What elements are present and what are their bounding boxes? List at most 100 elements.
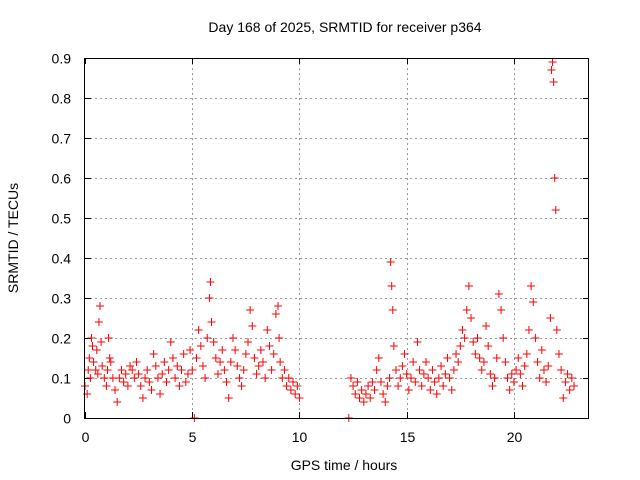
data-point xyxy=(209,338,218,346)
data-point xyxy=(162,378,171,386)
data-point xyxy=(173,362,182,370)
data-point xyxy=(415,366,424,374)
data-point xyxy=(561,378,570,386)
data-point xyxy=(351,390,360,398)
data-point xyxy=(291,390,300,398)
data-point xyxy=(454,358,463,366)
data-point xyxy=(239,366,248,374)
data-point xyxy=(261,374,270,382)
data-point xyxy=(460,334,469,342)
data-point xyxy=(557,366,566,374)
data-point xyxy=(284,374,293,382)
data-point xyxy=(192,354,201,362)
data-point xyxy=(201,374,210,382)
data-point xyxy=(372,366,381,374)
data-point xyxy=(102,382,111,390)
data-point xyxy=(231,346,240,354)
data-point xyxy=(103,366,112,374)
data-point xyxy=(529,298,538,306)
data-point xyxy=(452,350,461,358)
data-point xyxy=(379,390,388,398)
data-point xyxy=(551,206,560,214)
data-point xyxy=(143,366,152,374)
data-point xyxy=(177,366,186,374)
data-point xyxy=(205,294,214,302)
data-point xyxy=(462,306,471,314)
data-point xyxy=(565,386,574,394)
data-points xyxy=(81,58,578,422)
data-point xyxy=(179,350,188,358)
y-tick-label: 0.3 xyxy=(52,291,72,307)
data-point xyxy=(406,374,415,382)
data-point xyxy=(92,346,101,354)
data-point xyxy=(370,386,379,394)
y-tick-label: 0.7 xyxy=(52,131,72,147)
data-point xyxy=(567,374,576,382)
data-point xyxy=(389,342,398,350)
data-point xyxy=(349,382,358,390)
data-point xyxy=(256,346,265,354)
data-point xyxy=(359,398,368,406)
data-point xyxy=(499,334,508,342)
y-tick-label: 0.6 xyxy=(52,171,72,187)
data-point xyxy=(422,358,431,366)
data-point xyxy=(355,394,364,402)
x-tick-label: 15 xyxy=(400,429,416,445)
data-point xyxy=(130,374,139,382)
data-point xyxy=(181,378,190,386)
data-point xyxy=(91,366,100,374)
data-point xyxy=(271,310,280,318)
data-point xyxy=(424,374,433,382)
data-point xyxy=(383,382,392,390)
data-point xyxy=(235,374,244,382)
data-point xyxy=(226,358,235,366)
data-point xyxy=(388,306,397,314)
data-point xyxy=(381,398,390,406)
data-point xyxy=(267,366,276,374)
data-point xyxy=(437,362,446,370)
data-point xyxy=(509,378,518,386)
data-point xyxy=(409,358,418,366)
data-point xyxy=(213,370,222,378)
data-point xyxy=(531,334,540,342)
x-tick-label: 10 xyxy=(292,429,308,445)
data-point xyxy=(96,302,105,310)
data-point xyxy=(138,394,147,402)
data-point xyxy=(166,338,175,346)
data-point xyxy=(126,362,135,370)
x-tick-label: 20 xyxy=(507,429,523,445)
data-point xyxy=(501,358,510,366)
data-point xyxy=(243,338,252,346)
data-point xyxy=(119,378,128,386)
data-point xyxy=(145,378,154,386)
data-point xyxy=(250,354,259,362)
data-point xyxy=(353,378,362,386)
data-point xyxy=(275,334,284,342)
data-point xyxy=(106,358,115,366)
data-point xyxy=(387,282,396,290)
data-point xyxy=(469,338,478,346)
data-point xyxy=(280,366,289,374)
data-point xyxy=(443,354,452,362)
data-point xyxy=(141,374,150,382)
data-point xyxy=(492,354,501,362)
data-point xyxy=(559,394,568,402)
data-point xyxy=(449,366,458,374)
data-point xyxy=(548,58,557,66)
data-point xyxy=(123,382,132,390)
x-ticks: 0 5 10 15 20 xyxy=(82,58,523,445)
data-point xyxy=(276,358,285,366)
data-point xyxy=(434,374,443,382)
data-point xyxy=(386,258,395,266)
data-point xyxy=(158,370,167,378)
data-point xyxy=(475,354,484,362)
data-point xyxy=(396,374,405,382)
data-point xyxy=(156,390,165,398)
data-point xyxy=(447,386,456,394)
data-point xyxy=(188,366,197,374)
y-tick-label: 0.9 xyxy=(52,51,72,67)
data-point xyxy=(419,370,428,378)
data-point xyxy=(456,342,465,350)
data-point xyxy=(547,66,556,74)
data-point xyxy=(97,338,106,346)
